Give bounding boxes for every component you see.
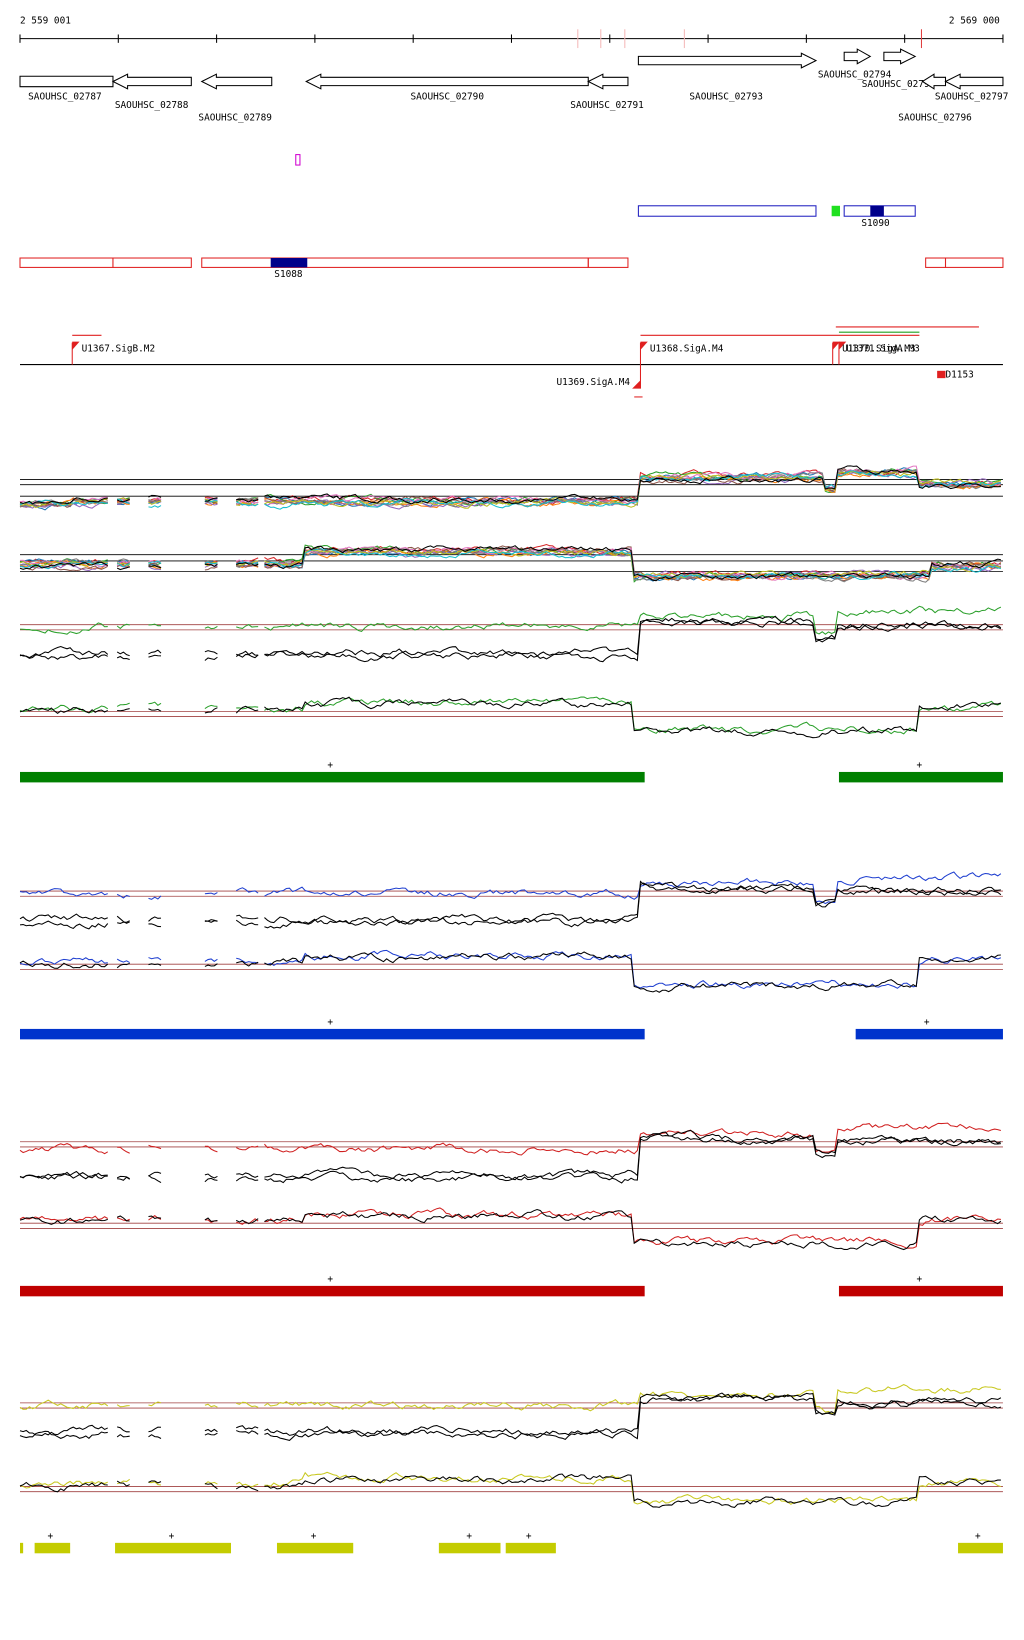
signal-trace bbox=[19, 617, 1002, 663]
signal-trace bbox=[19, 615, 1002, 659]
strand-bar bbox=[958, 1542, 1003, 1554]
signal-trace bbox=[19, 1129, 1002, 1184]
gene-arrow bbox=[843, 48, 872, 65]
label: U1369.SigA.M4 bbox=[557, 377, 631, 388]
signal-trace bbox=[19, 547, 1002, 583]
signal-trace bbox=[19, 871, 1002, 905]
label: D1153 bbox=[946, 370, 974, 381]
signal-trace bbox=[19, 1392, 1002, 1437]
gene-arrow bbox=[637, 52, 818, 69]
label: + bbox=[466, 1531, 472, 1542]
segment-mark bbox=[831, 205, 840, 217]
strand-bar bbox=[20, 1028, 645, 1040]
strand-bar bbox=[20, 771, 645, 783]
label: 2 569 000 bbox=[949, 15, 1000, 26]
signal-trace bbox=[19, 951, 1001, 993]
promoter-flag bbox=[838, 341, 847, 350]
label: + bbox=[975, 1531, 981, 1542]
label: S1088 bbox=[274, 269, 303, 280]
signal-trace bbox=[19, 880, 1002, 925]
promoter-flag bbox=[632, 380, 641, 389]
signal-trace bbox=[19, 465, 1002, 506]
feature bbox=[295, 154, 301, 166]
gene-arrow bbox=[944, 73, 1004, 90]
label: + bbox=[917, 1274, 923, 1285]
label: U1370.SigA.M3 bbox=[842, 343, 916, 354]
strand-bar bbox=[838, 1285, 1003, 1297]
label: + bbox=[47, 1531, 53, 1542]
segment bbox=[637, 205, 817, 217]
signal-trace bbox=[19, 881, 1001, 930]
signal-trace bbox=[19, 465, 1001, 505]
signal-trace bbox=[19, 468, 1001, 508]
strand-bar bbox=[505, 1542, 556, 1554]
strand-bar bbox=[20, 1542, 24, 1554]
segment bbox=[944, 257, 1004, 268]
label: U1367.SigB.M2 bbox=[82, 343, 156, 354]
gene-arrow bbox=[200, 73, 273, 90]
signal-trace bbox=[19, 470, 1002, 509]
promoter-flag bbox=[640, 341, 648, 350]
label: + bbox=[327, 1274, 333, 1285]
signal-trace bbox=[19, 1207, 1001, 1249]
terminator bbox=[937, 370, 946, 379]
segment-core bbox=[870, 205, 884, 217]
segment bbox=[112, 257, 192, 268]
segment bbox=[19, 257, 114, 268]
segment-core bbox=[270, 258, 308, 268]
segment bbox=[201, 257, 589, 268]
label: S1090 bbox=[861, 218, 890, 229]
label: SAOUHSC_02793 bbox=[689, 92, 763, 103]
label: SAOUHSC_02796 bbox=[898, 113, 972, 124]
gene-arrow bbox=[111, 73, 192, 90]
gene-arrow bbox=[883, 48, 917, 65]
strand-bar bbox=[438, 1542, 501, 1554]
label: SAOUHSC_02795 bbox=[862, 79, 936, 90]
signal-trace bbox=[19, 1122, 1002, 1156]
signal-trace bbox=[19, 545, 1002, 582]
label: U1368.SigA.M4 bbox=[650, 343, 724, 354]
strand-bar bbox=[20, 1285, 645, 1297]
segment bbox=[587, 257, 629, 268]
signal-trace bbox=[19, 1208, 1002, 1251]
label: SAOUHSC_02787 bbox=[28, 92, 102, 103]
signal-trace bbox=[19, 1473, 1001, 1509]
signal-trace bbox=[19, 605, 1002, 635]
label: + bbox=[924, 1017, 930, 1028]
label: + bbox=[169, 1531, 175, 1542]
signal-trace bbox=[19, 949, 1002, 990]
signal-trace bbox=[19, 1131, 1001, 1181]
gene-arrow bbox=[587, 73, 629, 90]
label: SAOUHSC_02794 bbox=[818, 70, 892, 81]
signal-trace bbox=[19, 696, 1002, 739]
strand-bar bbox=[34, 1542, 71, 1554]
label: SAOUHSC_02788 bbox=[115, 100, 189, 111]
strand-bar bbox=[838, 771, 1003, 783]
label: U1371.SigA.M3 bbox=[846, 343, 920, 354]
label: SAOUHSC_02789 bbox=[198, 113, 272, 124]
signal-trace bbox=[19, 545, 1001, 582]
label: 2 559 001 bbox=[20, 15, 71, 26]
label: + bbox=[327, 1017, 333, 1028]
segment bbox=[925, 257, 947, 268]
label: SAOUHSC_02797 bbox=[935, 92, 1008, 103]
strand-bar bbox=[276, 1542, 354, 1554]
gene-arrow bbox=[19, 75, 114, 88]
strand-bar bbox=[115, 1542, 232, 1554]
signal-trace bbox=[19, 1471, 1002, 1505]
strand-bar bbox=[855, 1028, 1003, 1040]
label: + bbox=[917, 760, 923, 771]
signal-trace bbox=[19, 1384, 1001, 1415]
label: SAOUHSC_02791 bbox=[570, 100, 644, 111]
promoter-flag bbox=[72, 341, 80, 350]
label: SAOUHSC_02790 bbox=[410, 92, 484, 103]
signal-trace bbox=[19, 1392, 1002, 1441]
signal-trace bbox=[19, 468, 1002, 507]
label: + bbox=[311, 1531, 317, 1542]
gene-arrow bbox=[305, 73, 589, 90]
label: + bbox=[526, 1531, 532, 1542]
signal-trace bbox=[19, 696, 1002, 735]
label: + bbox=[327, 760, 333, 771]
